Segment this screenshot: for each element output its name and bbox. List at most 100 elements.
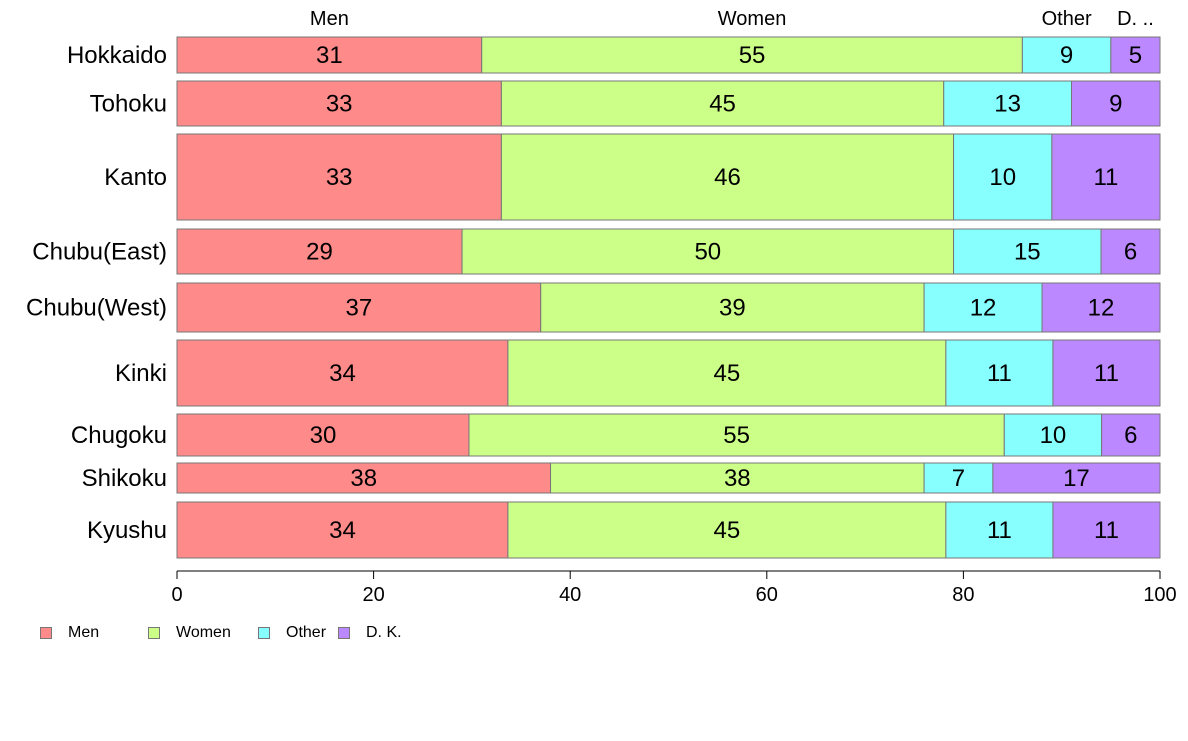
bar-kinki-women <box>507 339 947 407</box>
data-label-kinki-women: 45 <box>714 360 741 387</box>
top-label-4: D. .. <box>1117 8 1154 30</box>
bar-kanto-women <box>500 133 955 221</box>
data-label-chubu-west-d-k: 12 <box>1088 295 1115 322</box>
bar-kinki-other <box>945 339 1054 407</box>
category-label-tohoku: Tohoku <box>90 91 167 118</box>
data-label-kanto-men: 33 <box>326 164 353 191</box>
data-label-kyushu-other: 11 <box>987 517 1012 544</box>
data-label-chugoku-men: 30 <box>310 422 337 449</box>
legend-item-men: Men <box>40 624 148 642</box>
legend-swatch-men <box>40 627 52 639</box>
bar-chubu-east-women <box>461 228 955 275</box>
data-label-hokkaido-other: 9 <box>1060 42 1073 69</box>
top-label-2: Women <box>718 8 787 30</box>
data-label-tohoku-other: 13 <box>994 91 1021 118</box>
bar-chubu-west-women <box>540 282 925 333</box>
bar-chubu-west-men <box>176 282 542 333</box>
bar-kanto-other <box>953 133 1053 221</box>
data-label-kanto-women: 46 <box>714 164 741 191</box>
category-label-shikoku: Shikoku <box>82 465 167 492</box>
x-tick-label-100: 100 <box>1143 584 1176 606</box>
bar-chugoku-d-k <box>1101 413 1161 457</box>
bar-chubu-east-other <box>953 228 1102 275</box>
data-label-kinki-d-k: 11 <box>1094 360 1119 387</box>
legend-label-dk: D. K. <box>366 624 402 641</box>
data-label-tohoku-men: 33 <box>326 91 353 118</box>
bar-kyushu-women <box>507 501 947 559</box>
legend-item-women: Women <box>148 624 258 642</box>
data-label-shikoku-other: 7 <box>952 465 965 492</box>
bar-kyushu-d-k <box>1052 501 1161 559</box>
bar-kanto-men <box>176 133 502 221</box>
data-label-kanto-other: 10 <box>989 164 1016 191</box>
data-label-tohoku-d-k: 9 <box>1109 91 1122 118</box>
bar-tohoku-other <box>943 80 1073 127</box>
bar-shikoku-d-k <box>992 462 1161 494</box>
legend-label-other: Other <box>286 624 327 641</box>
category-label-kinki: Kinki <box>115 360 167 387</box>
category-label-chugoku: Chugoku <box>71 422 167 449</box>
legend-swatch-other <box>258 627 270 639</box>
data-label-chubu-east-men: 29 <box>306 239 333 266</box>
data-label-chubu-east-other: 15 <box>1014 239 1041 266</box>
data-label-hokkaido-d-k: 5 <box>1129 42 1142 69</box>
x-tick-label-40: 40 <box>559 584 581 606</box>
bar-chubu-west-d-k <box>1041 282 1161 333</box>
bar-chubu-east-men <box>176 228 463 275</box>
category-label-chubu-west: Chubu(West) <box>26 295 167 322</box>
data-label-chubu-west-other: 12 <box>970 295 997 322</box>
data-label-shikoku-women: 38 <box>724 465 751 492</box>
data-label-kyushu-men: 34 <box>329 517 356 544</box>
data-label-chubu-east-d-k: 6 <box>1124 239 1137 266</box>
bar-kanto-d-k <box>1051 133 1161 221</box>
x-tick-label-60: 60 <box>756 584 778 606</box>
data-label-kyushu-women: 45 <box>714 517 741 544</box>
legend-label-women: Women <box>176 624 231 641</box>
bar-kinki-d-k <box>1052 339 1161 407</box>
bar-tohoku-men <box>176 80 502 127</box>
data-label-hokkaido-women: 55 <box>739 42 766 69</box>
bar-chugoku-men <box>176 413 470 457</box>
category-label-chubu-east: Chubu(East) <box>32 239 167 266</box>
x-tick-label-0: 0 <box>171 584 182 606</box>
data-label-chugoku-women: 55 <box>723 422 750 449</box>
legend-swatch-women <box>148 627 160 639</box>
bar-shikoku-women <box>550 462 925 494</box>
bar-hokkaido-men <box>176 36 483 74</box>
top-label-3: Other <box>1042 8 1092 30</box>
data-label-chubu-east-women: 50 <box>694 239 721 266</box>
bar-tohoku-d-k <box>1071 80 1161 127</box>
bar-hokkaido-d-k <box>1110 36 1161 74</box>
bar-chubu-east-d-k <box>1100 228 1161 275</box>
data-label-hokkaido-men: 31 <box>316 42 343 69</box>
data-label-chugoku-d-k: 6 <box>1124 422 1137 449</box>
legend-swatch-dk <box>338 627 350 639</box>
legend-item-dk: D. K. <box>338 624 402 642</box>
data-label-shikoku-men: 38 <box>350 465 377 492</box>
legend-label-men: Men <box>68 624 100 641</box>
data-label-kanto-d-k: 11 <box>1093 164 1118 191</box>
legend: Men Women Other D. K. <box>40 624 402 642</box>
x-tick-label-20: 20 <box>362 584 384 606</box>
category-label-hokkaido: Hokkaido <box>67 42 167 69</box>
x-tick-label-80: 80 <box>952 584 974 606</box>
bar-kyushu-men <box>176 501 509 559</box>
data-label-chubu-west-men: 37 <box>346 295 373 322</box>
bar-kyushu-other <box>945 501 1054 559</box>
data-label-chubu-west-women: 39 <box>719 295 746 322</box>
bar-tohoku-women <box>500 80 945 127</box>
legend-item-other: Other <box>258 624 338 642</box>
data-label-tohoku-women: 45 <box>709 91 736 118</box>
bar-shikoku-other <box>923 462 994 494</box>
data-label-kyushu-d-k: 11 <box>1094 517 1119 544</box>
bar-hokkaido-women <box>481 36 1023 74</box>
bar-shikoku-men <box>176 462 552 494</box>
category-label-kyushu: Kyushu <box>87 517 167 544</box>
data-label-shikoku-d-k: 17 <box>1063 465 1090 492</box>
data-label-chugoku-other: 10 <box>1040 422 1067 449</box>
bar-chugoku-other <box>1003 413 1103 457</box>
category-label-kanto: Kanto <box>104 164 167 191</box>
top-label-1: Men <box>310 8 349 30</box>
